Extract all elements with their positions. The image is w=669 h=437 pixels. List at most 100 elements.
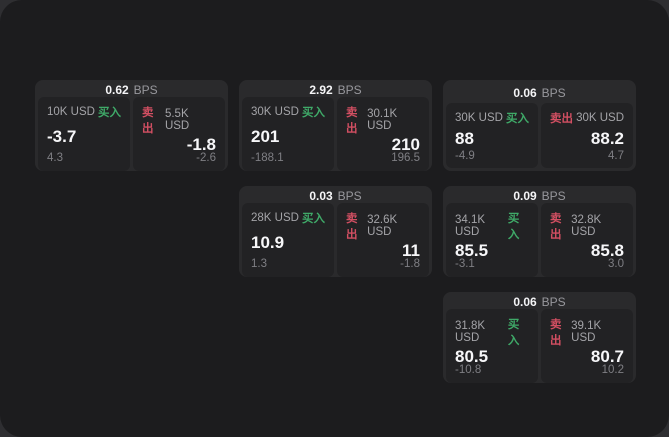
quote-card: 0.09 BPS 34.1K USD 买入 85.5 -3.1 卖出 32.8K… <box>443 186 636 277</box>
buy-panel[interactable]: 34.1K USD 买入 85.5 -3.1 <box>446 203 538 277</box>
buy-size: 34.1K USD <box>455 214 486 238</box>
buy-side-label: 买入 <box>506 113 529 125</box>
spread-header: 2.92 BPS <box>242 83 429 97</box>
sell-sub-value: 3.0 <box>608 258 624 270</box>
spread-header: 0.62 BPS <box>38 83 225 97</box>
quote-cards-grid: 0.62 BPS 10K USD 买入 -3.7 4.3 卖出 5.5K USD… <box>35 80 636 383</box>
sell-panel-header: 卖出 30K USD <box>550 110 624 126</box>
spread-header: 0.06 BPS <box>446 295 633 309</box>
sell-panel[interactable]: 卖出 30K USD 88.2 4.7 <box>541 103 633 168</box>
buy-side-label: 买入 <box>507 213 520 241</box>
buy-sub-value: 4.3 <box>47 152 63 164</box>
buy-panel[interactable]: 10K USD 买入 -3.7 4.3 <box>38 97 130 171</box>
quote-card: 0.06 BPS 31.8K USD 买入 80.5 -10.8 卖出 39.1… <box>443 292 636 383</box>
sell-panel[interactable]: 卖出 30.1K USD 210 196.5 <box>337 97 429 171</box>
buy-panel[interactable]: 28K USD 买入 10.9 1.3 <box>242 203 334 277</box>
bid-ask-panels: 30K USD 买入 201 -188.1 卖出 30.1K USD 210 1… <box>242 97 429 171</box>
buy-size: 28K USD <box>251 212 299 224</box>
buy-panel-header: 30K USD 买入 <box>251 104 325 120</box>
bid-ask-panels: 28K USD 买入 10.9 1.3 卖出 32.6K USD 11 -1.8 <box>242 203 429 277</box>
sell-panel[interactable]: 卖出 39.1K USD 80.7 10.2 <box>541 309 633 383</box>
sell-size: 32.6K USD <box>367 214 398 238</box>
buy-side-label: 买入 <box>302 107 325 119</box>
sell-side-label: 卖出 <box>550 113 573 125</box>
sell-sub-value: 10.2 <box>601 364 624 376</box>
bid-ask-panels: 31.8K USD 买入 80.5 -10.8 卖出 39.1K USD 80.… <box>446 309 633 383</box>
buy-size: 10K USD <box>47 106 95 118</box>
spread-value: 2.92 <box>309 83 333 97</box>
buy-sub-value: -188.1 <box>251 152 284 164</box>
buy-sub-value: -3.1 <box>455 258 475 270</box>
buy-panel-header: 31.8K USD 买入 <box>455 316 529 348</box>
sell-price: 80.7 <box>590 347 624 366</box>
buy-panel[interactable]: 30K USD 买入 201 -188.1 <box>242 97 334 171</box>
spread-value: 0.62 <box>105 83 129 97</box>
buy-price: 88 <box>455 128 474 148</box>
sell-side-label: 卖出 <box>142 107 154 135</box>
buy-sub-value: 1.3 <box>251 258 267 270</box>
sell-panel[interactable]: 卖出 32.8K USD 85.8 3.0 <box>541 203 633 277</box>
sell-panel-header: 卖出 32.8K USD <box>550 210 624 242</box>
sell-panel-header: 卖出 39.1K USD <box>550 316 624 348</box>
buy-side-label: 买入 <box>98 107 121 119</box>
buy-panel-header: 34.1K USD 买入 <box>455 210 529 242</box>
sell-sub-value: 4.7 <box>608 149 624 162</box>
bid-ask-panels: 10K USD 买入 -3.7 4.3 卖出 5.5K USD -1.8 -2.… <box>38 97 225 171</box>
sell-sub-value: -1.8 <box>400 258 420 270</box>
buy-sub-value: -10.8 <box>455 364 482 376</box>
sell-side-label: 卖出 <box>550 213 562 241</box>
spread-value: 0.06 <box>513 86 537 100</box>
quote-card: 2.92 BPS 30K USD 买入 201 -188.1 卖出 30.1K … <box>239 80 432 171</box>
buy-panel-header: 10K USD 买入 <box>47 104 121 120</box>
buy-size: 30K USD <box>251 106 299 118</box>
buy-panel[interactable]: 31.8K USD 买入 80.5 -10.8 <box>446 309 538 383</box>
buy-price: 201 <box>251 127 280 146</box>
buy-price: 80.5 <box>455 347 489 366</box>
buy-panel-header: 30K USD 买入 <box>455 110 529 126</box>
spread-header: 0.03 BPS <box>242 189 429 203</box>
sell-panel-header: 卖出 32.6K USD <box>346 210 420 242</box>
quote-card: 0.62 BPS 10K USD 买入 -3.7 4.3 卖出 5.5K USD… <box>35 80 228 171</box>
sell-price: 11 <box>402 241 420 260</box>
buy-sub-value: -4.9 <box>455 149 475 162</box>
spread-header: 0.09 BPS <box>446 189 633 203</box>
quote-card: 0.03 BPS 28K USD 买入 10.9 1.3 卖出 32.6K US… <box>239 186 432 277</box>
buy-size: 30K USD <box>455 112 503 124</box>
bps-unit-label: BPS <box>133 83 158 97</box>
sell-price: 210 <box>391 135 420 154</box>
sell-size: 39.1K USD <box>571 320 602 344</box>
buy-panel-header: 28K USD 买入 <box>251 210 325 226</box>
sell-size: 30.1K USD <box>367 108 398 132</box>
buy-side-label: 买入 <box>507 319 520 347</box>
bps-unit-label: BPS <box>337 83 362 97</box>
buy-price: 10.9 <box>251 233 285 252</box>
spread-value: 0.06 <box>513 295 537 309</box>
sell-side-label: 卖出 <box>346 213 358 241</box>
bid-ask-panels: 34.1K USD 买入 85.5 -3.1 卖出 32.8K USD 85.8… <box>446 203 633 277</box>
spread-header: 0.06 BPS <box>446 83 633 103</box>
sell-sub-value: -2.6 <box>196 152 216 164</box>
sell-price: 85.8 <box>590 241 624 260</box>
sell-side-label: 卖出 <box>550 319 562 347</box>
sell-panel[interactable]: 卖出 32.6K USD 11 -1.8 <box>337 203 429 277</box>
bid-ask-panels: 30K USD 买入 88 -4.9 卖出 30K USD 88.2 4.7 <box>446 103 633 168</box>
bps-unit-label: BPS <box>541 189 566 203</box>
buy-price: -3.7 <box>47 127 77 146</box>
sell-size: 30K USD <box>576 112 624 124</box>
sell-side-label: 卖出 <box>346 107 358 135</box>
sell-panel[interactable]: 卖出 5.5K USD -1.8 -2.6 <box>133 97 225 171</box>
quote-card: 0.06 BPS 30K USD 买入 88 -4.9 卖出 30K USD 8… <box>443 80 636 171</box>
buy-size: 31.8K USD <box>455 320 486 344</box>
buy-price: 85.5 <box>455 241 489 260</box>
sell-price: -1.8 <box>186 135 216 154</box>
bps-unit-label: BPS <box>337 189 362 203</box>
sell-size: 5.5K USD <box>164 108 190 132</box>
buy-side-label: 买入 <box>302 213 325 225</box>
sell-size: 32.8K USD <box>571 214 602 238</box>
spread-value: 0.03 <box>309 189 333 203</box>
sell-panel-header: 卖出 30.1K USD <box>346 104 420 136</box>
sell-sub-value: 196.5 <box>391 152 420 164</box>
bps-unit-label: BPS <box>541 295 566 309</box>
buy-panel[interactable]: 30K USD 买入 88 -4.9 <box>446 103 538 168</box>
